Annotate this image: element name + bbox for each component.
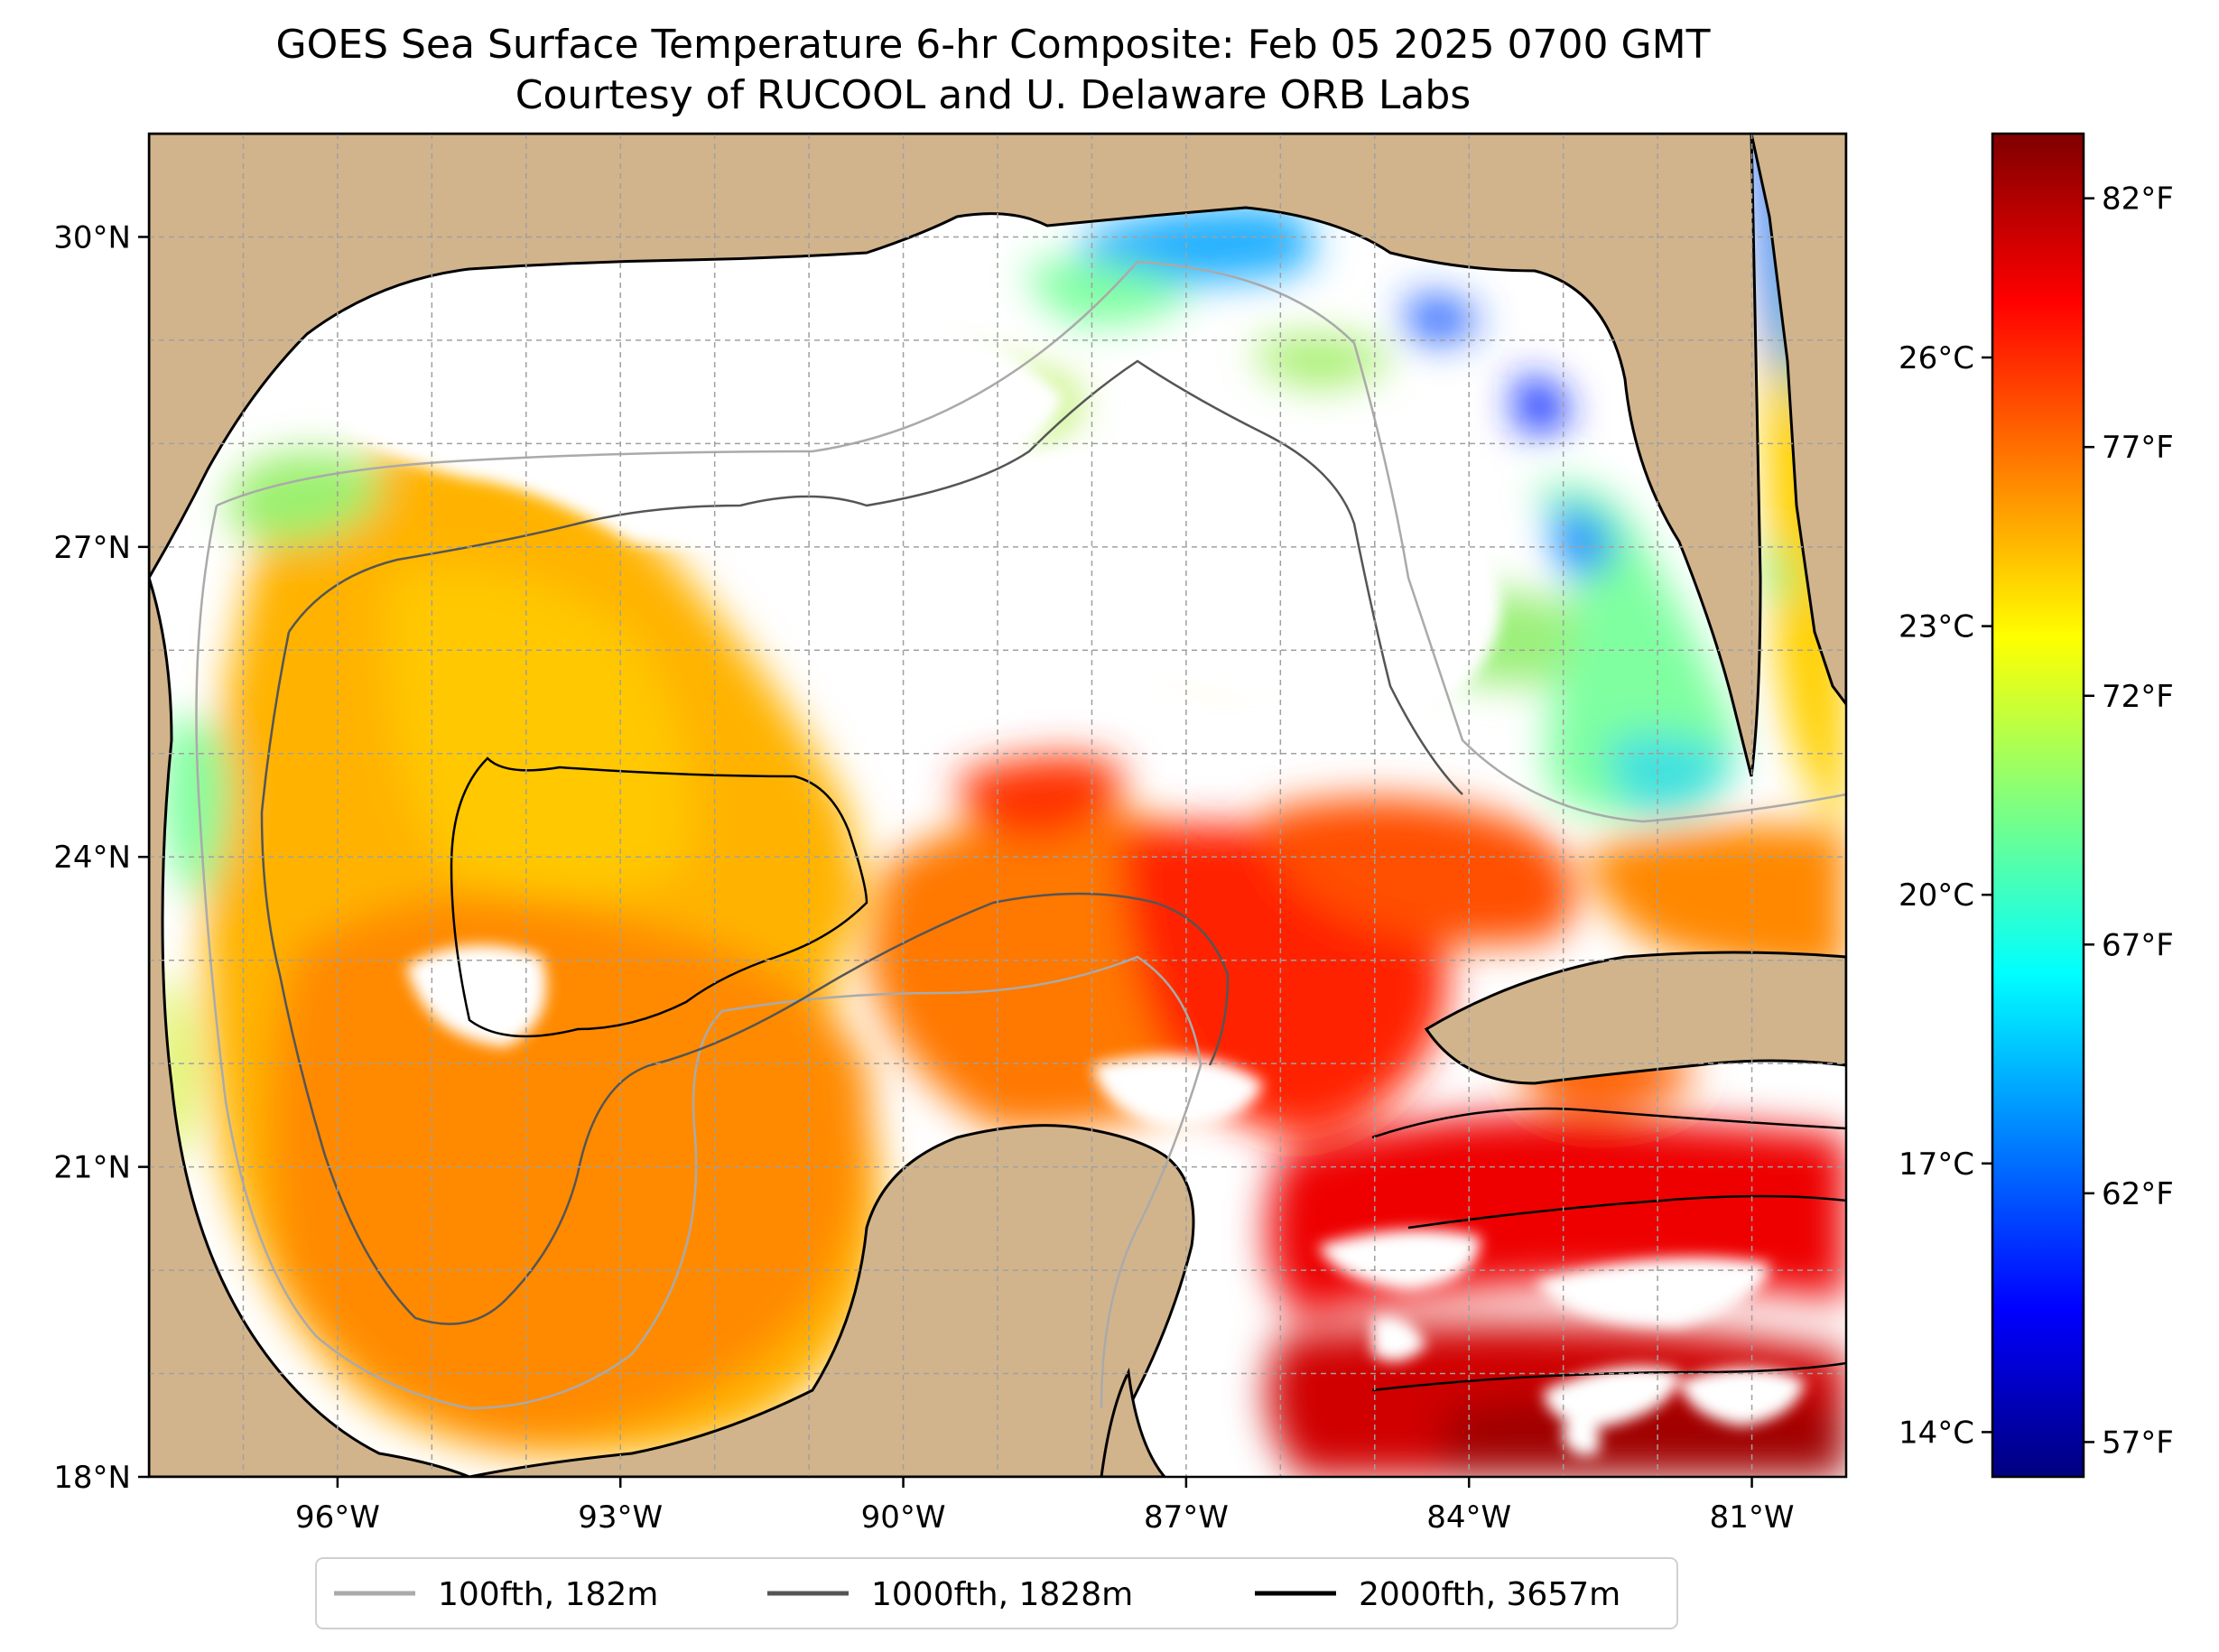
lat-tick-label: 27°N: [53, 530, 131, 566]
legend-box: [315, 1557, 1678, 1629]
colorbar-celsius-ticks: 26°C 23°C 20°C 17°C 14°C: [1899, 340, 1992, 1451]
contour-2000fth-caribbean: [1371, 1107, 1846, 1392]
contour-1000fth: [260, 359, 1463, 1325]
land: [149, 134, 1846, 1477]
yucatan-peninsula: [469, 1124, 1195, 1477]
cuba: [1424, 951, 1846, 1085]
legend-items: 100fth, 182m 1000fth, 1828m 2000fth, 3657m: [334, 1576, 1620, 1613]
gridlines: [149, 134, 1846, 1477]
celsius-tick-label: 20°C: [1899, 877, 1974, 914]
fahrenheit-tick-label: 77°F: [2102, 430, 2174, 466]
colorbar-fahrenheit-ticks: 82°F 77°F 72°F 67°F 62°F 57°F: [2084, 181, 2174, 1461]
lon-tick-label: 93°W: [578, 1499, 663, 1536]
celsius-tick-label: 26°C: [1899, 340, 1974, 376]
lat-tick-label: 24°N: [53, 840, 131, 876]
mexico-west-coast: [149, 577, 470, 1477]
lon-tick-label: 81°W: [1710, 1499, 1795, 1536]
central-america: [1100, 1367, 1166, 1477]
map-panel: [149, 134, 1846, 1477]
us-gulf-coast: [149, 134, 1846, 777]
fahrenheit-tick-label: 82°F: [2102, 181, 2174, 218]
title-line-1: GOES Sea Surface Temperature 6-hr Compos…: [276, 22, 1711, 68]
celsius-tick-label: 23°C: [1899, 609, 1974, 645]
lat-tick-label: 18°N: [53, 1460, 131, 1496]
lat-tick-label: 21°N: [53, 1150, 131, 1186]
map-frame: [147, 132, 1848, 1479]
lon-tick-label: 87°W: [1144, 1499, 1229, 1536]
lon-tick-label: 96°W: [295, 1499, 380, 1536]
fahrenheit-tick-label: 62°F: [2102, 1176, 2174, 1212]
legend-label: 100fth, 182m: [438, 1576, 658, 1613]
fahrenheit-tick-label: 72°F: [2102, 679, 2174, 715]
lon-tick-label: 84°W: [1426, 1499, 1511, 1536]
legend: 100fth, 182m 1000fth, 1828m 2000fth, 3657m: [315, 1557, 1678, 1629]
lat-tick-label: 30°N: [53, 219, 131, 255]
no-data-patches: [339, 284, 1806, 1456]
lon-tick-label: 90°W: [861, 1499, 946, 1536]
fahrenheit-tick-label: 57°F: [2102, 1425, 2174, 1461]
fahrenheit-tick-label: 67°F: [2102, 927, 2174, 963]
bathymetry-contours: [195, 260, 1846, 1410]
title-line-2: Courtesy of RUCOOL and U. Delaware ORB L…: [515, 72, 1471, 118]
colorbar: [1992, 134, 2084, 1477]
longitude-axis: 96°W 93°W 90°W 87°W 84°W 81°W: [295, 1477, 1795, 1536]
contour-100fth: [195, 260, 1846, 1410]
legend-label: 2000fth, 3657m: [1359, 1576, 1620, 1613]
latitude-axis: 30°N 27°N 24°N 21°N 18°N: [53, 219, 149, 1496]
celsius-tick-label: 17°C: [1899, 1146, 1974, 1183]
colorbar-frame: [1991, 132, 2085, 1479]
contour-2000fth: [450, 756, 868, 1038]
celsius-tick-label: 14°C: [1899, 1415, 1974, 1451]
legend-label: 1000fth, 1828m: [871, 1576, 1133, 1613]
